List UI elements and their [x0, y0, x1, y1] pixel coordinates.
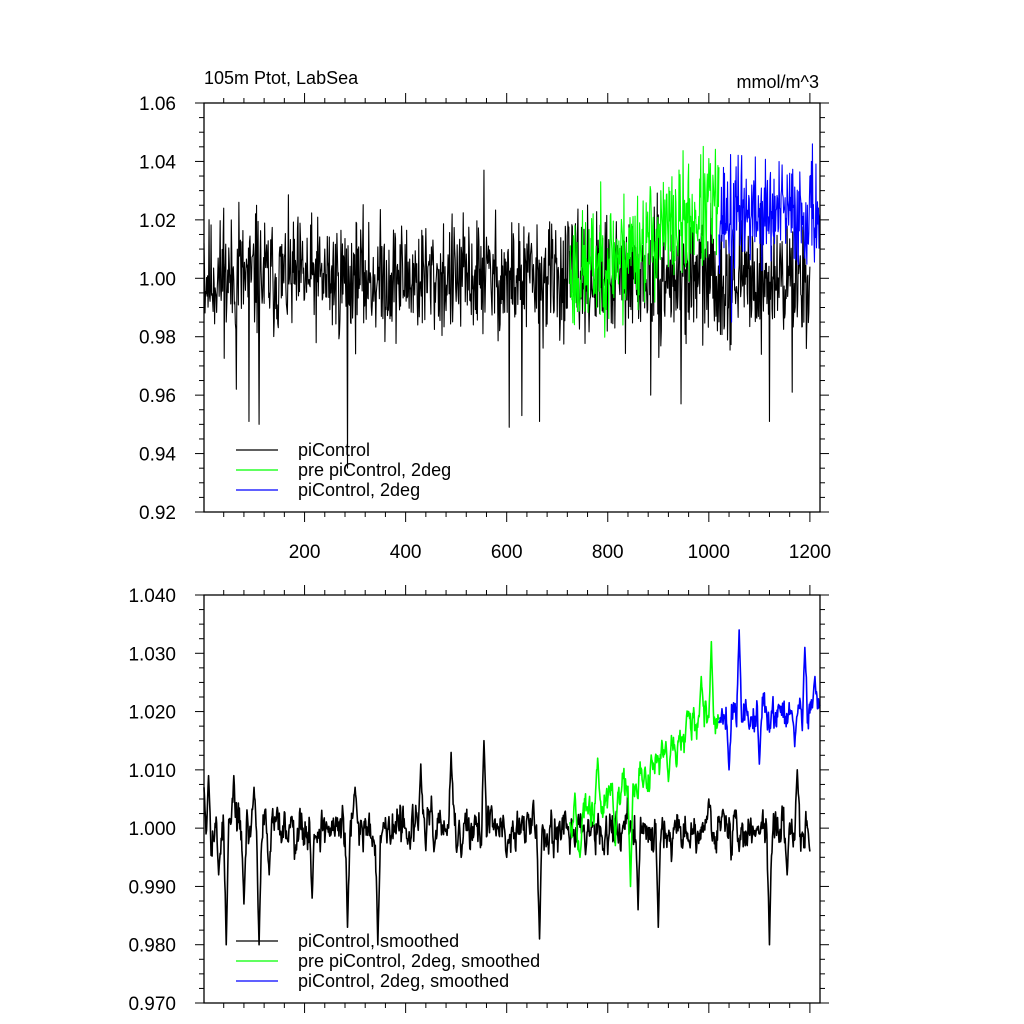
bottom-plot-frame	[203, 594, 821, 1004]
legend-label: pre piControl, 2deg	[298, 460, 451, 480]
x-tick-label: 1200	[789, 542, 831, 563]
bottom-series-group	[203, 629, 821, 946]
x-tick-label: 200	[289, 542, 321, 563]
y-tick-label: 0.92	[139, 503, 176, 524]
y-tick-label: 1.020	[128, 703, 176, 724]
y-tick-label: 1.06	[139, 94, 176, 115]
legend-label: piControl, 2deg	[298, 480, 420, 500]
y-tick-label: 1.010	[128, 761, 176, 782]
y-tick-label: 1.030	[128, 644, 176, 665]
y-tick-label: 0.970	[128, 994, 176, 1015]
top-axes: 0.92 0.94 0.96 0.98 1.00 1.02 1.04 1.06 200 400 60…	[139, 93, 831, 563]
series-line-3	[718, 143, 821, 323]
series-line-3	[718, 629, 821, 771]
top-panel: 105m Ptot, LabSea mmol/m^3 0.920.940.960…	[139, 68, 831, 563]
x-tick-label: 1000	[688, 542, 730, 563]
series-line-2	[569, 145, 720, 338]
series-line-1	[203, 169, 811, 469]
legend-label: piControl, smoothed	[298, 931, 459, 951]
y-tick-label: 1.040	[128, 586, 176, 607]
x-tick-label: 400	[390, 542, 422, 563]
y-tick-label: 0.990	[128, 877, 176, 898]
x-tick-label: 600	[491, 542, 523, 563]
x-tick-label: 800	[592, 542, 624, 563]
y-tick-label: 1.00	[139, 269, 176, 290]
bottom-axes: 0.970 0.980 0.990 1.000 1.010 1.020 1.030 1.040	[128, 585, 829, 1015]
top-chart-units: mmol/m^3	[737, 72, 819, 92]
y-tick-label: 0.980	[128, 936, 176, 957]
series-line-1	[203, 739, 811, 946]
y-tick-label: 0.98	[139, 328, 176, 349]
y-tick-label: 1.000	[128, 819, 176, 840]
y-tick-label: 0.96	[139, 386, 176, 407]
legend-label: pre piControl, 2deg, smoothed	[298, 951, 540, 971]
legend-label: piControl	[298, 440, 370, 460]
top-plot-frame	[203, 102, 821, 513]
y-tick-label: 0.94	[139, 445, 176, 466]
y-tick-label: 1.04	[139, 152, 176, 173]
top-chart-title: 105m Ptot, LabSea	[204, 68, 359, 88]
bottom-panel: 0.970 0.980 0.990 1.000 1.010 1.020 1.030 1.040…	[128, 585, 829, 1015]
legend-label: piControl, 2deg, smoothed	[298, 971, 509, 991]
top-series-group	[203, 143, 821, 469]
y-tick-label: 1.02	[139, 211, 176, 232]
series-line-2	[569, 640, 720, 888]
